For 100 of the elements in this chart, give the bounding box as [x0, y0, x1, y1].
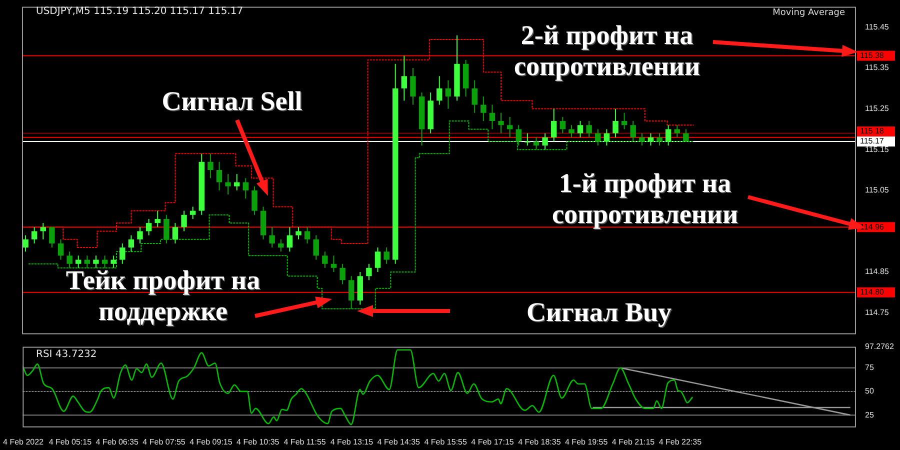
candlestick — [542, 132, 548, 150]
candlestick — [40, 222, 46, 240]
y-tick-label: 25 — [865, 410, 874, 420]
candlestick — [595, 128, 601, 146]
candlestick — [75, 255, 82, 268]
y-tick-label: 115.15 — [865, 144, 890, 154]
candlestick — [322, 251, 328, 268]
annotation: 1-й профит на сопротивлении — [550, 168, 740, 230]
candlestick — [330, 255, 337, 272]
y-tick-label: 115.05 — [865, 186, 890, 195]
candlestick — [366, 263, 372, 281]
candlestick — [31, 226, 38, 244]
candlestick — [577, 120, 584, 138]
x-tick-label: 4 Feb 21:15 — [612, 437, 656, 446]
candlestick — [313, 234, 319, 260]
y-tick-label: 97.2762 — [865, 342, 894, 352]
x-tick-label: 4 Feb 19:55 — [565, 437, 608, 446]
candlestick — [49, 226, 55, 248]
y-tick-label: 114.75 — [865, 308, 890, 318]
candlestick — [234, 174, 240, 191]
ref-line-label: 114.96 — [860, 222, 884, 232]
candlestick — [66, 251, 72, 268]
candlestick — [216, 161, 222, 191]
x-tick-label: 4 Feb 09:15 — [190, 437, 233, 446]
y-tick-label: 75 — [865, 363, 874, 372]
line-series — [22, 349, 694, 426]
candlestick — [137, 226, 143, 244]
annotation: Сигнал Buy — [525, 297, 673, 328]
y-tick-label: 115.45 — [865, 22, 890, 32]
ref-line-label: 115.38 — [860, 50, 884, 60]
x-tick-label: 4 Feb 22:35 — [658, 437, 702, 446]
candlestick — [84, 255, 90, 268]
candlestick — [154, 210, 160, 228]
candlestick — [665, 124, 672, 146]
ref-line-label: 115.17 — [860, 136, 884, 146]
candlestick — [550, 108, 557, 142]
candlestick — [286, 226, 293, 252]
candlestick — [683, 128, 689, 142]
candlestick — [506, 116, 513, 138]
candlestick — [58, 238, 64, 260]
annotation: 2-й профит на сопротивлении — [512, 20, 702, 82]
candlestick — [181, 210, 187, 232]
candlestick — [190, 206, 196, 220]
candlestick — [93, 255, 99, 268]
candlestick — [278, 238, 284, 252]
x-tick-label: 4 Feb 2022 — [3, 437, 44, 446]
chart-title: RSI 43.7232 — [36, 349, 97, 360]
x-tick-label: 4 Feb 05:15 — [48, 437, 92, 446]
x-tick-label: 4 Feb 13:15 — [330, 437, 374, 446]
candlestick — [533, 136, 540, 150]
candlestick — [225, 174, 231, 195]
candlestick — [22, 234, 28, 252]
candlestick — [304, 226, 310, 244]
x-tick-label: 4 Feb 15:55 — [424, 437, 468, 446]
candlestick — [436, 76, 442, 106]
candlestick — [208, 153, 214, 179]
candlestick — [146, 218, 152, 236]
candlestick — [164, 214, 170, 244]
candlestick — [621, 112, 628, 130]
candlestick — [269, 226, 275, 248]
x-tick-label: 4 Feb 18:35 — [518, 437, 562, 446]
candlestick — [110, 255, 116, 268]
candlestick — [296, 226, 302, 240]
ref-line-label: 115.18 — [860, 126, 884, 136]
x-tick-label: 4 Feb 10:35 — [236, 437, 280, 446]
candlestick — [674, 124, 680, 138]
candlestick — [648, 132, 654, 146]
y-tick-label: 115.35 — [865, 63, 890, 72]
candlestick — [639, 132, 645, 146]
candlestick — [568, 124, 574, 138]
y-tick-label: 115.25 — [865, 104, 890, 114]
candlestick — [612, 108, 618, 138]
ref-line-label: 114.80 — [860, 288, 884, 297]
candlestick — [128, 234, 134, 252]
y-tick-label: 50 — [865, 386, 874, 396]
candlestick — [348, 276, 354, 310]
candlestick — [516, 124, 522, 146]
x-tick-label: 4 Feb 07:55 — [142, 437, 186, 446]
candlestick — [102, 255, 108, 268]
candlestick — [604, 128, 610, 146]
annotation: Тейк профит на поддержке — [64, 265, 262, 327]
candlestick — [340, 263, 346, 285]
x-tick-label: 4 Feb 11:55 — [284, 437, 326, 446]
y-tick-label: 114.85 — [865, 267, 890, 276]
annotation: Сигнал Sell — [160, 86, 304, 117]
candlestick — [445, 80, 452, 110]
x-tick-label: 4 Feb 06:35 — [96, 437, 139, 446]
x-tick-label: 4 Feb 14:35 — [377, 437, 421, 446]
candlestick — [498, 112, 504, 134]
candlestick — [252, 186, 258, 216]
candlestick — [524, 132, 530, 146]
candlestick — [172, 222, 178, 244]
candlestick — [472, 80, 478, 114]
candlestick — [410, 68, 416, 106]
x-tick-label: 4 Feb 17:15 — [471, 437, 514, 446]
candlestick — [480, 96, 486, 122]
annotation: Moving Average — [772, 8, 845, 18]
candlestick — [560, 116, 566, 134]
candlestick — [242, 178, 249, 200]
candlestick — [489, 104, 496, 130]
